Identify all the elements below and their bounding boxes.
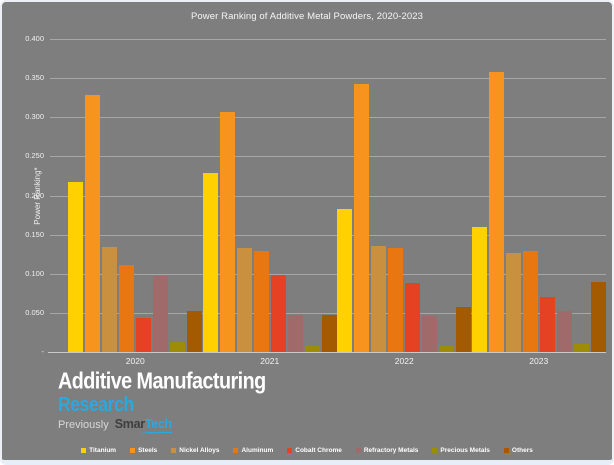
y-tick-label: 0.400: [25, 34, 44, 43]
bar-others-2022: [456, 306, 472, 352]
legend-label: Precious Metals: [440, 447, 490, 454]
smartech-logo-smar: Smar: [114, 416, 145, 431]
bar-others-2023: [590, 281, 606, 352]
gridline: [50, 39, 606, 40]
bar-precious-metals-2021: [304, 345, 320, 352]
bar-refractory-metals-2020: [153, 276, 169, 352]
bar-groups: [48, 39, 606, 352]
bar-titanium-2020: [68, 182, 84, 352]
legend-item-aluminum: Aluminum: [233, 447, 273, 454]
brand-previously-row: Previously SmarTech ANALYSIS: [58, 416, 284, 434]
bar-nickel-alloys-2023: [505, 253, 521, 352]
y-tick-label: 0.150: [25, 229, 44, 239]
x-tick-label-2022: 2022: [394, 356, 414, 366]
legend-item-others: Others: [503, 447, 533, 454]
x-axis-labels: 2020 2021 2022 2023: [48, 356, 606, 366]
smartech-logo: SmarTech ANALYSIS: [114, 416, 172, 434]
legend-swatch-icon: [81, 448, 87, 453]
smartech-logo-tech: Tech: [144, 416, 172, 433]
legend-item-nickel-alloys: Nickel Alloys: [171, 447, 219, 454]
y-tick-label: 0.250: [25, 151, 44, 161]
brand-name-line1: Additive Manufacturing: [58, 367, 266, 394]
legend-label: Others: [511, 447, 533, 454]
bar-precious-metals-2020: [170, 341, 186, 352]
bar-cobalt-chrome-2020: [136, 318, 152, 352]
bar-nickel-alloys-2021: [236, 247, 252, 352]
bar-aluminum-2022: [388, 247, 404, 352]
bar-nickel-alloys-2020: [102, 247, 118, 352]
gridline: [50, 312, 606, 314]
bar-refractory-metals-2022: [422, 316, 438, 352]
gridline: [50, 78, 606, 80]
bar-nickel-alloys-2022: [371, 245, 387, 352]
previously-label: Previously: [58, 418, 109, 431]
legend-swatch-icon: [355, 448, 361, 453]
bar-titanium-2022: [337, 208, 353, 352]
y-tick-label: 0.350: [25, 73, 44, 83]
y-tick-label: 0.100: [25, 268, 44, 278]
gridline: [50, 117, 606, 119]
bar-group-2021: [202, 39, 338, 352]
legend-swatch-icon: [503, 448, 509, 453]
bar-cobalt-chrome-2023: [539, 297, 555, 352]
gridline: [50, 195, 606, 197]
bar-steels-2023: [488, 71, 504, 352]
bar-precious-metals-2023: [573, 344, 589, 352]
bar-precious-metals-2022: [439, 345, 455, 352]
legend-label: Refractory Metals: [363, 447, 419, 454]
gridline: [50, 273, 606, 275]
chart-title: Power Ranking of Additive Metal Powders,…: [190, 11, 424, 22]
legend-swatch-icon: [171, 448, 177, 453]
bar-steels-2020: [85, 94, 101, 352]
gridline: [50, 156, 606, 158]
legend-swatch-icon: [432, 448, 438, 453]
bar-cobalt-chrome-2022: [405, 283, 421, 352]
y-tick-label: 0.200: [25, 190, 44, 200]
legend-swatch-icon: [130, 448, 136, 453]
x-axis-line: [48, 352, 606, 353]
x-tick-label-2020: 2020: [125, 356, 145, 366]
legend-label: Titanium: [89, 447, 117, 454]
bar-refractory-metals-2021: [287, 315, 303, 352]
y-tick-label: 0.050: [25, 307, 44, 317]
bar-refractory-metals-2023: [556, 311, 572, 352]
bar-group-2023: [471, 39, 607, 352]
bar-titanium-2023: [471, 226, 487, 352]
y-tick-label: -: [41, 347, 45, 356]
bar-group-2020: [68, 39, 203, 352]
bar-cobalt-chrome-2021: [270, 275, 286, 352]
smartech-logo-analysis: ANALYSIS: [141, 429, 174, 435]
bar-others-2021: [321, 315, 337, 352]
bar-aluminum-2023: [522, 251, 538, 352]
bar-others-2020: [187, 310, 203, 352]
brand-name-line2: Research: [58, 393, 134, 417]
bar-group-2022: [337, 39, 472, 352]
legend-item-refractory-metals: Refractory Metals: [355, 447, 419, 454]
bar-aluminum-2020: [119, 265, 135, 352]
legend-swatch-icon: [287, 448, 293, 453]
plot-area: Power Ranking* 0.400 0.350 0.300 0.250 0.200…: [25, 34, 606, 356]
bar-steels-2022: [354, 84, 370, 352]
bar-steels-2021: [219, 111, 235, 352]
x-tick-label-2021: 2021: [260, 356, 280, 366]
gridline: [50, 234, 606, 236]
legend-item-cobalt-chrome: Cobalt Chrome: [287, 447, 342, 454]
bar-titanium-2021: [202, 172, 218, 352]
legend: Titanium Steels Nickel Alloys Aluminum Cobal…: [2, 447, 612, 454]
legend-label: Aluminum: [241, 447, 274, 454]
legend-label: Nickel Alloys: [179, 447, 220, 454]
bar-aluminum-2021: [253, 251, 269, 352]
branding-block: Additive Manufacturing Research Previous…: [58, 367, 284, 434]
legend-item-precious-metals: Precious Metals: [432, 447, 490, 454]
y-tick-label: 0.300: [25, 112, 44, 122]
legend-label: Cobalt Chrome: [295, 447, 342, 454]
legend-swatch-icon: [233, 448, 239, 453]
legend-item-steels: Steels: [130, 447, 157, 454]
legend-label: Steels: [138, 447, 158, 454]
x-tick-label-2023: 2023: [529, 356, 549, 366]
legend-item-titanium: Titanium: [81, 447, 116, 454]
